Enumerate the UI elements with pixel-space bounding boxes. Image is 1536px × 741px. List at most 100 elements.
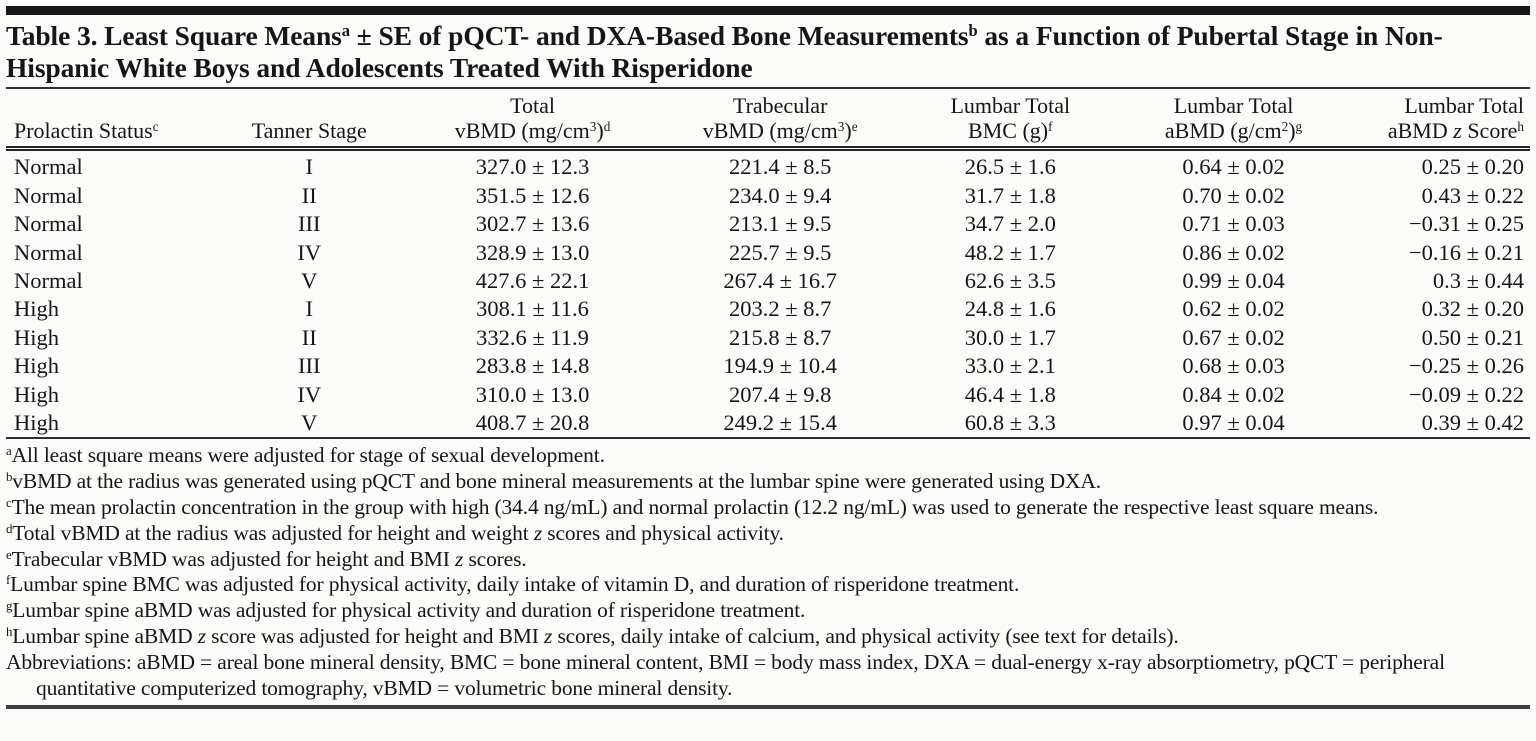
cell-total_vbmd: 328.9 ± 13.0 xyxy=(475,239,590,265)
cell-abmd_z: −0.16 ± 0.21 xyxy=(1408,239,1524,265)
cell-abmd: 0.64 ± 0.02 xyxy=(1182,154,1285,180)
column-header-tanner-stage: Tanner Stage xyxy=(194,89,424,152)
column-header-lumbar-abmd-z-score: Lumbar Total aBMD z Scoreh xyxy=(1365,89,1530,152)
column-header-lumbar-abmd: Lumbar Total aBMD (g/cm2)g xyxy=(1101,89,1366,152)
cell-total_vbmd: 332.6 ± 11.9 xyxy=(476,324,589,350)
cell-bmc: 30.0 ± 1.7 xyxy=(964,324,1056,350)
data-table: Prolactin Statusc Tanner Stage Total vBM… xyxy=(6,89,1530,440)
table-title: Table 3. Least Square Meansa ± SE of pQC… xyxy=(6,20,1443,84)
table-row: Normal III 302.7 ± 13.6 213.1 ± 9.5 34.7 ± 2… xyxy=(6,210,1530,238)
cell-total_vbmd: 327.0 ± 12.3 xyxy=(475,154,590,180)
footnote-c: cThe mean prolactin concentration in the… xyxy=(6,495,1379,519)
table-row: High I 308.1 ± 11.6 203.2 ± 8.7 24.8 ± 1.6 0.… xyxy=(6,295,1530,323)
abbreviations: Abbreviations: aBMD = areal bone mineral… xyxy=(6,649,1445,700)
footnote-b: bvBMD at the radius was generated using … xyxy=(6,469,1101,494)
cell-total_vbmd: 308.1 ± 11.6 xyxy=(476,296,589,322)
cell-abmd_z: 0.50 ± 0.21 xyxy=(1421,324,1524,350)
cell-abmd: 0.68 ± 0.03 xyxy=(1182,353,1285,379)
cell-bmc: 46.4 ± 1.8 xyxy=(964,381,1056,407)
cell-trab_vbmd: 215.8 ± 8.7 xyxy=(728,324,832,350)
footnote-e: eTrabecular vBMD was adjusted for height… xyxy=(6,546,527,571)
cell-prolactin: High xyxy=(14,381,59,407)
cell-bmc: 60.8 ± 3.3 xyxy=(918,409,1102,440)
table-row: Normal I 327.0 ± 12.3 221.4 ± 8.5 26.5 ± 1.6… xyxy=(6,149,1530,182)
title-divider xyxy=(6,87,1530,90)
table-row: Normal IV 328.9 ± 13.0 225.7 ± 9.5 48.2 ± 1.… xyxy=(6,239,1530,267)
cell-prolactin: High xyxy=(14,353,59,379)
cell-trab_vbmd: 203.2 ± 8.7 xyxy=(728,296,832,322)
cell-trab_vbmd: 213.1 ± 9.5 xyxy=(728,211,832,237)
cell-abmd_z: 0.25 ± 0.20 xyxy=(1421,154,1524,180)
footnote-h: hLumbar spine aBMD z score was adjusted … xyxy=(6,623,1179,648)
header-row: Prolactin Statusc Tanner Stage Total vBM… xyxy=(6,89,1530,152)
table-header: Prolactin Statusc Tanner Stage Total vBM… xyxy=(6,89,1530,152)
column-header-lumbar-bmc: Lumbar Total BMC (g)f xyxy=(918,89,1102,152)
cell-prolactin: Normal xyxy=(14,267,83,293)
cell-total_vbmd: 310.0 ± 13.0 xyxy=(475,381,590,407)
cell-abmd: 0.86 ± 0.02 xyxy=(1182,239,1285,265)
cell-abmd: 0.70 ± 0.02 xyxy=(1182,182,1285,208)
cell-abmd: 0.62 ± 0.02 xyxy=(1182,296,1285,322)
cell-abmd: 0.67 ± 0.02 xyxy=(1182,324,1285,350)
cell-total_vbmd: 408.7 ± 20.8 xyxy=(423,409,642,440)
cell-trab_vbmd: 225.7 ± 9.5 xyxy=(728,239,832,265)
cell-prolactin: High xyxy=(14,296,59,322)
cell-tanner: III xyxy=(298,211,321,237)
table-body: Normal I 327.0 ± 12.3 221.4 ± 8.5 26.5 ± 1.6… xyxy=(6,149,1530,440)
footnote-d: dTotal vBMD at the radius was adjusted f… xyxy=(6,520,784,545)
cell-abmd_z: 0.39 ± 0.42 xyxy=(1365,409,1530,440)
cell-abmd_z: −0.31 ± 0.25 xyxy=(1408,211,1524,237)
cell-abmd_z: 0.43 ± 0.22 xyxy=(1421,182,1524,208)
cell-bmc: 31.7 ± 1.8 xyxy=(964,182,1056,208)
footnote-a: aAll least square means were adjusted fo… xyxy=(6,443,605,468)
cell-tanner: V xyxy=(301,267,318,293)
column-header-total-vbmd: Total vBMD (mg/cm3)d xyxy=(423,89,642,152)
cell-bmc: 26.5 ± 1.6 xyxy=(964,154,1056,180)
cell-tanner: III xyxy=(298,353,321,379)
cell-bmc: 24.8 ± 1.6 xyxy=(964,296,1056,322)
cell-bmc: 62.6 ± 3.5 xyxy=(964,267,1056,293)
table-row: Normal V 427.6 ± 22.1 267.4 ± 16.7 62.6 ± 3.… xyxy=(6,267,1530,295)
footnotes: aAll least square means were adjusted fo… xyxy=(6,443,1530,701)
cell-abmd: 0.84 ± 0.02 xyxy=(1182,381,1285,407)
cell-tanner: I xyxy=(305,154,314,180)
cell-tanner: IV xyxy=(297,381,322,407)
cell-tanner: IV xyxy=(297,239,322,265)
cell-abmd_z: −0.25 ± 0.26 xyxy=(1408,353,1524,379)
footnote-g: gLumbar spine aBMD was adjusted for phys… xyxy=(6,598,806,623)
cell-abmd_z: −0.09 ± 0.22 xyxy=(1408,381,1524,407)
bottom-rule xyxy=(6,705,1530,710)
top-rule xyxy=(6,6,1530,15)
cell-prolactin: Normal xyxy=(14,154,83,180)
cell-bmc: 33.0 ± 2.1 xyxy=(964,353,1056,379)
cell-abmd: 0.97 ± 0.04 xyxy=(1101,409,1366,440)
table-row: Normal II 351.5 ± 12.6 234.0 ± 9.4 31.7 ± 1.… xyxy=(6,182,1530,210)
table-row: High V 408.7 ± 20.8 249.2 ± 15.4 60.8 ± 3.3 0… xyxy=(6,409,1530,440)
cell-bmc: 34.7 ± 2.0 xyxy=(964,211,1056,237)
column-header-prolactin-status: Prolactin Statusc xyxy=(6,89,195,152)
cell-total_vbmd: 302.7 ± 13.6 xyxy=(475,211,590,237)
cell-prolactin: Normal xyxy=(14,239,83,265)
cell-tanner: II xyxy=(301,182,317,208)
cell-tanner: I xyxy=(305,296,314,322)
cell-prolactin: Normal xyxy=(14,211,83,237)
cell-trab_vbmd: 194.9 ± 10.4 xyxy=(723,353,837,379)
cell-total_vbmd: 283.8 ± 14.8 xyxy=(475,353,590,379)
cell-trab_vbmd: 207.4 ± 9.8 xyxy=(728,381,832,407)
cell-tanner: II xyxy=(301,324,317,350)
cell-total_vbmd: 427.6 ± 22.1 xyxy=(475,267,590,293)
table-row: High IV 310.0 ± 13.0 207.4 ± 9.8 46.4 ± 1.8 0… xyxy=(6,381,1530,409)
table-row: High II 332.6 ± 11.9 215.8 ± 8.7 30.0 ± 1.7 0… xyxy=(6,324,1530,352)
cell-trab_vbmd: 234.0 ± 9.4 xyxy=(728,182,832,208)
cell-tanner: V xyxy=(194,409,424,440)
cell-total_vbmd: 351.5 ± 12.6 xyxy=(475,182,590,208)
column-header-trabecular-vbmd: Trabecular vBMD (mg/cm3)e xyxy=(641,89,919,152)
cell-prolactin: Normal xyxy=(14,182,83,208)
cell-abmd_z: 0.3 ± 0.44 xyxy=(1432,267,1524,293)
cell-prolactin: High xyxy=(6,409,195,440)
cell-bmc: 48.2 ± 1.7 xyxy=(964,239,1056,265)
cell-abmd: 0.99 ± 0.04 xyxy=(1182,267,1285,293)
table-row: High III 283.8 ± 14.8 194.9 ± 10.4 33.0 ± 2.… xyxy=(6,352,1530,380)
cell-trab_vbmd: 267.4 ± 16.7 xyxy=(723,267,837,293)
